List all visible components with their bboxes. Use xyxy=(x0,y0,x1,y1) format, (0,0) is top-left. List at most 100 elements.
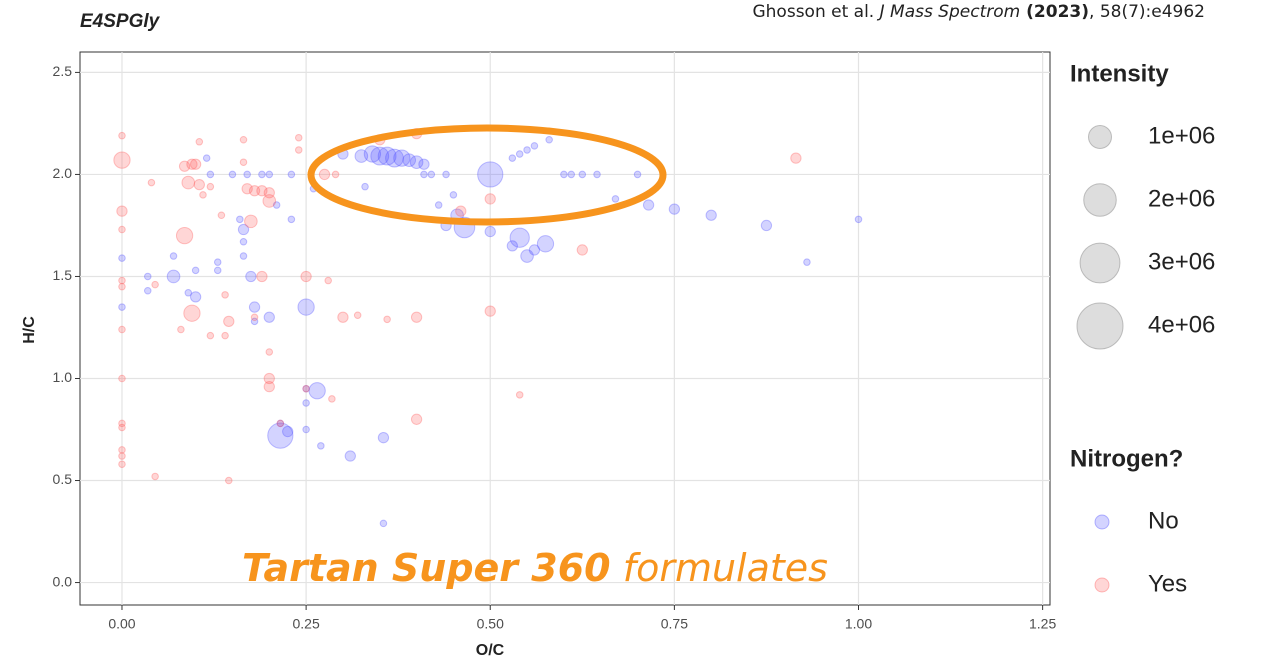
point xyxy=(318,168,331,181)
point xyxy=(191,266,200,275)
point xyxy=(118,254,126,262)
point xyxy=(263,372,275,385)
point xyxy=(545,135,553,144)
point xyxy=(633,170,642,179)
x-tick-label: 0.50 xyxy=(477,616,504,632)
point xyxy=(760,219,773,232)
size-legend-label: 2e+06 xyxy=(1148,185,1215,212)
point xyxy=(294,146,303,154)
point xyxy=(177,325,185,334)
point xyxy=(383,315,391,324)
point xyxy=(449,191,458,199)
point xyxy=(265,170,274,179)
point xyxy=(217,211,226,219)
point xyxy=(239,238,248,246)
point xyxy=(113,151,131,169)
point xyxy=(263,311,275,323)
point xyxy=(427,170,436,179)
point xyxy=(263,187,275,199)
x-tick-label: 0.75 xyxy=(661,616,688,632)
point xyxy=(410,311,423,323)
point xyxy=(506,240,518,252)
point xyxy=(528,244,541,256)
point xyxy=(484,193,496,205)
point xyxy=(297,298,315,316)
color-legend-key xyxy=(1094,514,1110,530)
points xyxy=(113,127,863,528)
point xyxy=(300,270,312,283)
point xyxy=(287,215,296,224)
point xyxy=(258,170,266,179)
point xyxy=(147,178,156,187)
point xyxy=(354,149,369,163)
point xyxy=(276,419,285,428)
point xyxy=(263,381,275,393)
point xyxy=(151,280,159,289)
x-tick-label: 1.00 xyxy=(845,616,872,632)
point xyxy=(250,313,259,322)
x-axis-title: O/C xyxy=(476,642,505,659)
grid: 0.00 0.25 0.50 0.75 1.00 1.25 0.0 0.5 1.0 1.5 2.0 2… xyxy=(53,52,1056,632)
y-axis-title: H/C xyxy=(21,316,38,344)
size-legend-title: Intensity xyxy=(1070,60,1169,87)
y-tick-label: 1.0 xyxy=(53,369,73,385)
point xyxy=(611,195,620,203)
point xyxy=(256,185,268,197)
point xyxy=(189,291,202,303)
point xyxy=(410,413,423,425)
point xyxy=(308,382,326,400)
point xyxy=(337,311,349,323)
point xyxy=(118,325,126,334)
point xyxy=(530,142,539,150)
point xyxy=(213,258,222,266)
point xyxy=(353,311,362,319)
point xyxy=(166,269,181,284)
size-legend-label: 4e+06 xyxy=(1148,311,1215,338)
point xyxy=(328,395,336,403)
point xyxy=(520,249,534,263)
point xyxy=(206,331,215,340)
point xyxy=(206,170,215,179)
y-tick-label: 2.0 xyxy=(53,165,73,181)
point xyxy=(385,148,404,168)
point xyxy=(578,170,587,179)
citation-journal: J Mass Spectrom xyxy=(877,2,1021,22)
y-tick-label: 0.0 xyxy=(53,573,73,589)
point xyxy=(361,182,369,191)
point xyxy=(118,282,126,291)
point xyxy=(116,205,128,217)
point xyxy=(243,170,251,179)
point xyxy=(265,348,274,356)
annotation-bold: Tartan Super 360 xyxy=(242,546,611,590)
point xyxy=(118,446,126,454)
point xyxy=(262,194,277,208)
size-legend-key xyxy=(1083,183,1117,217)
point xyxy=(186,158,198,170)
point xyxy=(379,519,388,528)
point xyxy=(239,135,248,144)
point xyxy=(331,170,340,179)
point xyxy=(178,160,191,172)
point xyxy=(118,460,126,468)
point xyxy=(302,425,310,434)
point xyxy=(245,270,257,283)
point xyxy=(144,272,152,281)
point xyxy=(302,399,310,407)
point xyxy=(118,276,126,285)
size-legend-key xyxy=(1088,125,1112,149)
point xyxy=(393,149,411,167)
point xyxy=(434,201,443,209)
point xyxy=(477,161,504,188)
point xyxy=(508,154,517,162)
y-tick-label: 2.5 xyxy=(53,63,73,79)
point xyxy=(223,315,235,328)
point xyxy=(402,153,417,167)
size-legend-key xyxy=(1079,242,1121,284)
point xyxy=(302,384,310,393)
point xyxy=(790,152,802,164)
point xyxy=(455,205,467,217)
point xyxy=(144,286,152,295)
point xyxy=(118,374,126,383)
point xyxy=(267,422,294,449)
